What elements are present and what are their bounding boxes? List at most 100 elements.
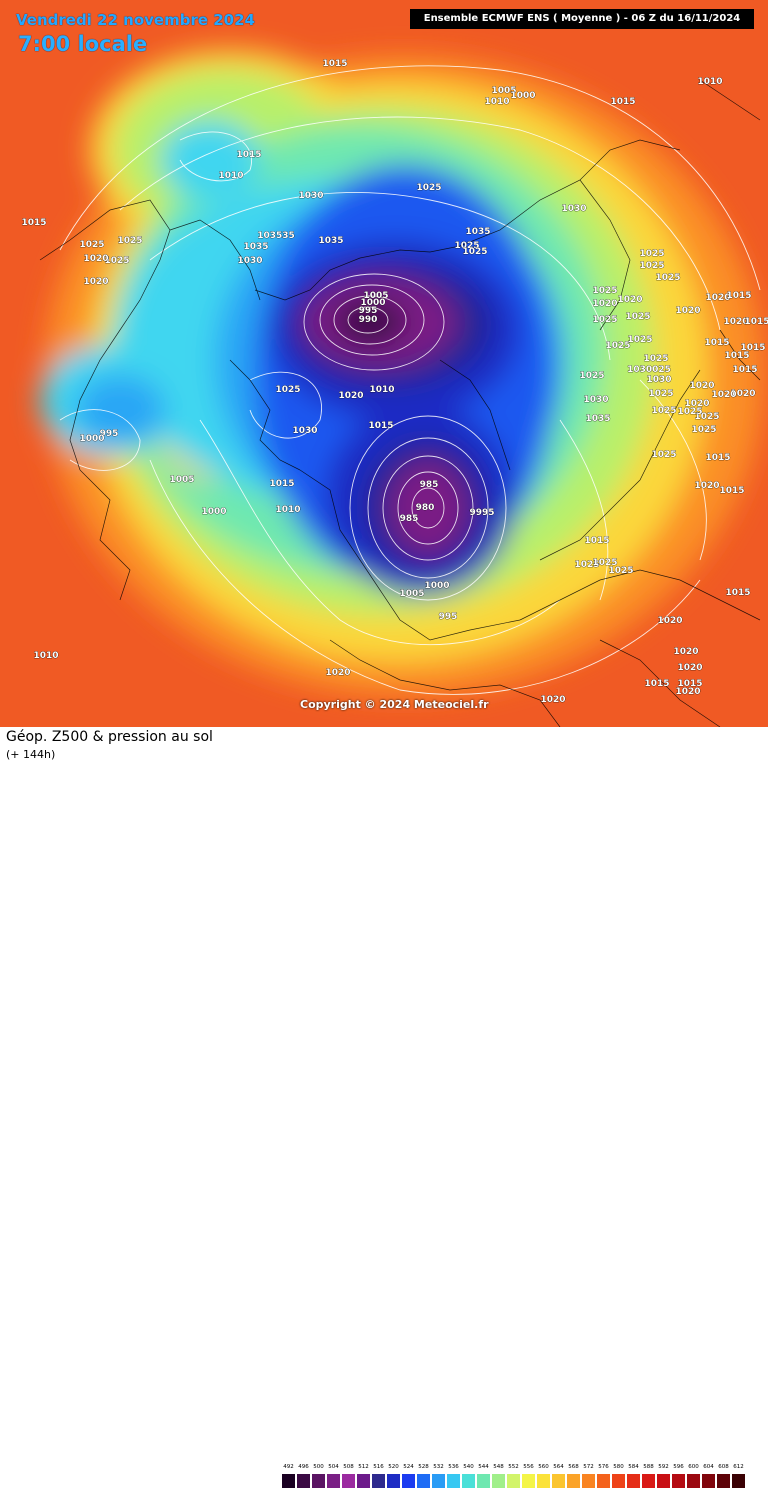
isobar-label: 1005 [169,475,194,485]
legend-swatch [447,1474,460,1488]
legend-swatch [582,1474,595,1488]
isobar-label: 1015 [705,453,730,463]
legend-tick-label: 588 [643,1464,654,1470]
isobar-label: 985 [400,514,419,524]
isobar-label: 1015 [740,343,765,353]
legend-tick-label: 572 [583,1464,594,1470]
isobar-label: 1020 [617,295,642,305]
isobar-label: 1020 [730,389,755,399]
isobar-label: 1000 [79,434,104,444]
isobar-label: 1025 [454,241,479,251]
isobar-label: 1020 [338,391,363,401]
legend-swatch [327,1474,340,1488]
isobar-label: 1025 [608,566,633,576]
legend-tick-label: 580 [613,1464,624,1470]
product-title: Géop. Z500 & pression au sol [6,729,213,745]
legend-swatch [297,1474,310,1488]
legend-swatch [552,1474,565,1488]
legend-swatch [627,1474,640,1488]
isobar-label: 1010 [275,505,300,515]
legend-swatch [342,1474,355,1488]
geopotential-field: 1015 1005 1010 1000 1010 1015 1015 1010 1030 1025… [0,0,768,727]
isobar-label: 1020 [675,306,700,316]
isobar-label: 1030 [237,256,262,266]
legend-swatch [477,1474,490,1488]
isobar-label: 1020 [673,647,698,657]
isobar-label: 995 [359,306,378,316]
isobar-label: 1000 [360,298,385,308]
legend-tick-label: 600 [688,1464,699,1470]
isobar-label: 1020 [694,481,719,491]
isobar-label: 1025 [117,236,142,246]
legend-tick-label: 512 [358,1464,369,1470]
isobar-label: 1025 [639,261,664,271]
legend-tick-label: 492 [283,1464,294,1470]
isobar-label: 995 [439,612,458,622]
legend-swatch [492,1474,505,1488]
legend-swatch [522,1474,535,1488]
isobar-label: 1030 [298,191,323,201]
legend-tick-label: 536 [448,1464,459,1470]
legend-swatch [672,1474,685,1488]
legend-tick-label: 556 [523,1464,534,1470]
legend-swatch [312,1474,325,1488]
isobar-label: 1010 [33,651,58,661]
isobar-label: 1025 [651,450,676,460]
isobar-label: 1020 [83,277,108,287]
legend-tick-label: 560 [538,1464,549,1470]
isobar-label: 1020 [711,390,736,400]
isobar-label: 1025 [691,425,716,435]
isobar-label: 1035 [465,227,490,237]
isobar-label: 1015 [644,679,669,689]
isobar-label: 1010 [218,171,243,181]
isobar-label: 103535 [257,231,295,241]
legend-tick-label: 568 [568,1464,579,1470]
isobar-label: 1015 [21,218,46,228]
legend-tick-label: 520 [388,1464,399,1470]
legend-tick-label: 544 [478,1464,489,1470]
legend-tick-label: 576 [598,1464,609,1470]
isobar-label: 1000 [510,91,535,101]
isobar-label: 1025 [592,315,617,325]
isobar-label: 1020 [675,687,700,697]
legend-swatch [372,1474,385,1488]
isobar-label: 1020 [325,668,350,678]
legend-tick-label: 608 [718,1464,729,1470]
isobar-label: 980 [416,503,435,513]
isobar-label: 1030025 [627,365,671,375]
isobar-label: 1015 [744,317,768,327]
isobar-label: 1035 [243,242,268,252]
isobar-label: 1025 [416,183,441,193]
isobar-label: 1015 [677,679,702,689]
legend-tick-label: 584 [628,1464,639,1470]
forecast-time: 7:00 locale [18,32,148,56]
legend-tick-label: 564 [553,1464,564,1470]
isobar-label: 1025 [574,560,599,570]
isobar-label: 1030 [646,375,671,385]
isobar-label: 1025 [677,407,702,417]
isobar-label: 1005 [399,589,424,599]
isobar-label: 1000 [424,581,449,591]
isobar-label: 1005 [491,86,516,96]
isobar-label: 1025 [643,354,668,364]
isobar-label: 1030 [583,395,608,405]
isobar-label: 1025 [605,341,630,351]
isobar-label: 995 [100,429,119,439]
isobar-label: 1025 [462,247,487,257]
isobars [59,65,761,695]
footer: Géop. Z500 & pression au sol (+ 144h) 49… [0,727,768,1488]
legend-swatch [357,1474,370,1488]
legend-swatch [507,1474,520,1488]
isobar-label: 1015 [732,365,757,375]
isobar-label: 1020 [657,616,682,626]
isobar-label: 1015 [322,59,347,69]
isobar-label: 1025 [694,412,719,422]
isobar-label: 1025 [104,256,129,266]
isobar-label: 1015 [584,536,609,546]
isobar-label: 1020 [723,317,748,327]
legend-swatch [462,1474,475,1488]
isobar-label: 1020 [705,293,730,303]
legend-tick-label: 508 [343,1464,354,1470]
legend-swatch [282,1474,295,1488]
legend-tick-label: 604 [703,1464,714,1470]
